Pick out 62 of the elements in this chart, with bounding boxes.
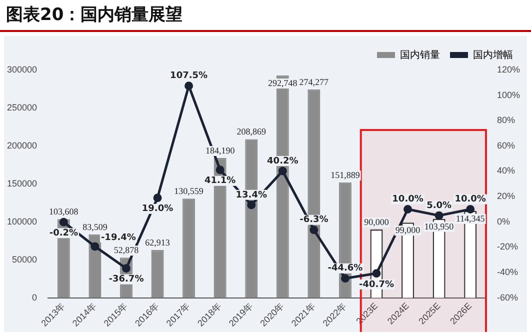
data-label: 151,889 — [330, 170, 360, 180]
y2-tick-label: 60% — [496, 140, 515, 150]
data-label: -40.7% — [359, 280, 394, 290]
data-label: 107.5% — [170, 71, 208, 82]
data-label: 208,869 — [236, 126, 266, 137]
y-tick-label: 100000 — [6, 216, 38, 226]
data-label: -6.3% — [300, 215, 328, 226]
point — [153, 194, 162, 202]
data-label: 10.0% — [392, 194, 424, 205]
y2-tick-label: 40% — [496, 166, 515, 176]
data-label: 19.0% — [142, 204, 174, 214]
data-label: 40.2% — [267, 156, 298, 166]
y-tick-label: 50000 — [12, 254, 38, 264]
y2-tick-label: 120% — [496, 64, 520, 74]
point — [372, 269, 381, 278]
point — [434, 211, 444, 220]
data-label: -36.7% — [108, 274, 144, 285]
data-label: -19.4% — [100, 232, 136, 243]
legend-label: 国内销量 — [400, 48, 440, 61]
y2-tick-label: 100% — [496, 90, 520, 100]
y-tick-label: 0 — [32, 292, 38, 302]
data-label: 90,000 — [364, 216, 390, 227]
point — [466, 204, 475, 214]
legend-label: 国内增幅 — [473, 48, 513, 61]
y-tick-label: 300000 — [6, 64, 38, 74]
data-label: 62,913 — [145, 237, 170, 248]
chart-title: 图表20：国内销量展望 — [0, 0, 531, 32]
data-label: 103,950 — [424, 221, 454, 232]
y2-tick-label: 0% — [496, 216, 510, 226]
point — [404, 204, 412, 214]
y2-tick-label: 80% — [496, 115, 515, 126]
data-label: 114,345 — [456, 213, 486, 224]
data-label: 184,190 — [205, 145, 236, 156]
data-label: 130,559 — [174, 186, 204, 196]
point — [340, 274, 350, 283]
y2-tick-label: 20% — [496, 191, 515, 202]
data-label: 41.1% — [204, 176, 236, 186]
y-tick-label: 200000 — [6, 140, 38, 150]
y2-tick-label: -40% — [496, 267, 518, 278]
point — [216, 166, 224, 174]
data-label: 52,878 — [114, 245, 140, 256]
data-label: 274,277 — [299, 76, 330, 87]
y-tick-label: 250000 — [6, 102, 38, 112]
data-label: 103,608 — [49, 206, 79, 217]
point — [310, 226, 318, 234]
point — [184, 82, 194, 90]
point — [247, 200, 256, 210]
data-label: -44.6% — [328, 264, 363, 274]
point — [278, 166, 287, 176]
data-label: -0.2% — [49, 228, 78, 238]
point — [59, 218, 68, 226]
point — [90, 242, 100, 251]
point — [122, 264, 130, 273]
data-label: 292,748 — [268, 78, 298, 88]
y-tick-label: 150000 — [6, 178, 38, 188]
data-label: 10.0% — [454, 194, 486, 205]
data-label: 13.4% — [236, 190, 267, 200]
data-label: 83,509 — [82, 222, 108, 232]
data-label: 5.0% — [426, 200, 452, 211]
y2-tick-label: -20% — [496, 242, 518, 252]
data-label: 99,000 — [395, 225, 421, 236]
y2-tick-label: -60% — [496, 292, 518, 302]
